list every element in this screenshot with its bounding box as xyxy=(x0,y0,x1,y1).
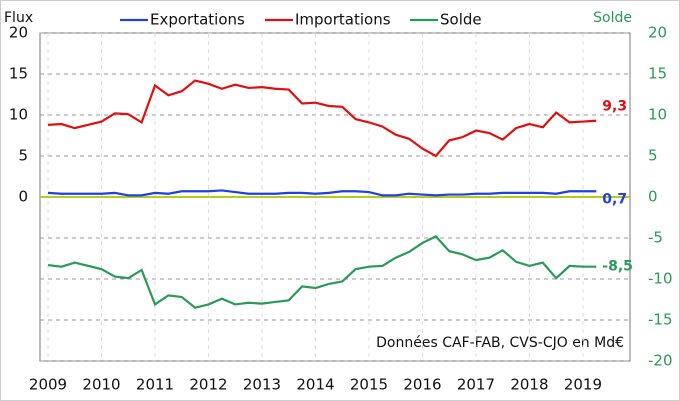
data-label: 0,7 xyxy=(602,191,627,207)
series-line xyxy=(47,79,597,158)
x-tick-label: 2009 xyxy=(29,376,67,394)
y2-tick-label: -15 xyxy=(648,311,673,329)
data-label: -8,5 xyxy=(602,259,633,275)
x-tick-label: 2016 xyxy=(403,376,441,394)
y2-tick-label: -20 xyxy=(648,352,673,370)
y2-tick-label: 20 xyxy=(648,24,667,42)
y2-axis-label: Solde xyxy=(593,10,632,26)
y2-tick-label: 15 xyxy=(648,65,667,83)
series-line xyxy=(47,235,597,309)
y-tick-label: 20 xyxy=(9,24,28,42)
y-axis-label: Flux xyxy=(4,10,33,26)
x-tick-label: 2014 xyxy=(296,376,334,394)
x-tick-label: 2017 xyxy=(457,376,495,394)
x-tick-label: 2012 xyxy=(189,376,227,394)
x-tick-label: 2010 xyxy=(82,376,120,394)
legend-label: Importations xyxy=(295,11,391,29)
x-tick-label: 2015 xyxy=(350,376,388,394)
legend-label: Exportations xyxy=(150,11,245,29)
y2-tick-label: 5 xyxy=(648,147,658,165)
y2-tick-label: -10 xyxy=(648,270,673,288)
legend-label: Solde xyxy=(440,11,482,29)
y-tick-label: 10 xyxy=(9,106,28,124)
y2-tick-label: 10 xyxy=(648,106,667,124)
y2-tick-label: -5 xyxy=(648,229,663,247)
annotation: Données CAF-FAB, CVS-CJO en Md€ xyxy=(376,335,624,351)
x-tick-label: 2018 xyxy=(510,376,548,394)
y-tick-label: 5 xyxy=(18,147,28,165)
x-tick-label: 2019 xyxy=(564,376,602,394)
y-tick-label: 0 xyxy=(18,188,28,206)
data-label: 9,3 xyxy=(602,99,627,115)
x-tick-label: 2013 xyxy=(243,376,281,394)
series-line xyxy=(47,189,597,197)
x-tick-label: 2011 xyxy=(136,376,174,394)
y2-tick-label: 0 xyxy=(648,188,658,206)
y-tick-label: 15 xyxy=(9,65,28,83)
